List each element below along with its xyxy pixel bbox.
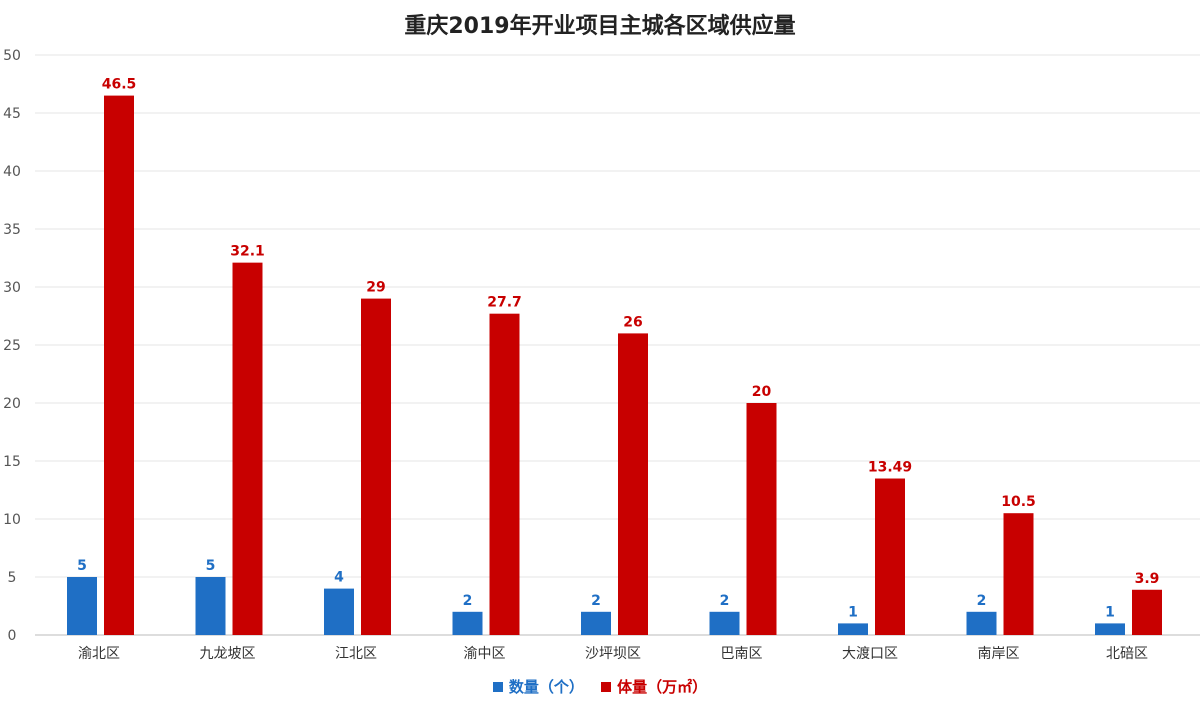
y-tick-label: 40 <box>3 164 21 180</box>
bar-volume <box>104 95 134 636</box>
data-label-volume: 27.7 <box>487 295 522 311</box>
y-tick-label: 50 <box>3 48 21 64</box>
legend-item-volume: 体量（万㎡） <box>601 676 707 697</box>
y-tick-label: 20 <box>3 396 21 412</box>
x-tick-label: 大渡口区 <box>842 646 898 662</box>
x-tick-label: 南岸区 <box>978 646 1020 662</box>
x-tick-label: 渝中区 <box>464 646 506 662</box>
data-label-count: 2 <box>463 593 473 609</box>
bar-count <box>452 611 483 635</box>
bar-volume <box>875 478 905 635</box>
data-label-count: 2 <box>720 593 730 609</box>
y-tick-label: 25 <box>3 338 21 354</box>
bar-volume <box>489 313 520 635</box>
data-label-count: 2 <box>591 593 601 609</box>
bar-volume <box>1003 513 1034 635</box>
legend-swatch-volume <box>601 681 612 692</box>
bar-volume <box>1132 589 1162 635</box>
y-tick-label: 30 <box>3 280 21 296</box>
legend-label-volume: 体量（万㎡） <box>617 678 708 696</box>
data-label-count: 1 <box>848 604 858 620</box>
x-tick-label: 巴南区 <box>721 646 763 662</box>
data-label-volume: 32.1 <box>230 244 265 260</box>
bar-volume <box>232 262 263 635</box>
bar-count <box>709 611 740 635</box>
y-tick-label: 0 <box>8 628 17 644</box>
data-label-volume: 10.5 <box>1001 494 1036 510</box>
data-label-volume: 46.5 <box>102 77 137 93</box>
x-tick-label: 江北区 <box>335 646 377 662</box>
y-tick-label: 15 <box>3 454 21 470</box>
bar-volume <box>361 298 391 635</box>
bar-count <box>838 623 868 635</box>
data-label-count: 2 <box>977 593 987 609</box>
data-label-volume: 13.49 <box>868 460 912 476</box>
bar-volume <box>618 333 648 635</box>
y-tick-label: 35 <box>3 222 21 238</box>
legend: 数量（个） 体量（万㎡） <box>0 676 1200 697</box>
y-tick-label: 45 <box>3 106 21 122</box>
data-label-count: 1 <box>1105 604 1115 620</box>
bar-volume <box>746 403 777 635</box>
bar-count <box>966 611 997 635</box>
data-label-volume: 26 <box>623 314 642 330</box>
data-label-count: 5 <box>206 558 216 574</box>
x-tick-label: 渝北区 <box>78 646 120 662</box>
data-label-volume: 3.9 <box>1135 571 1160 587</box>
x-tick-label: 沙坪坝区 <box>585 646 641 662</box>
bar-count <box>67 577 97 635</box>
bar-count <box>195 577 226 635</box>
bar-count <box>1095 623 1125 635</box>
data-label-volume: 20 <box>752 384 772 400</box>
data-label-count: 5 <box>77 558 87 574</box>
bar-count <box>581 611 611 635</box>
bar-count <box>324 588 354 635</box>
data-label-count: 4 <box>334 570 344 586</box>
chart-title: 重庆2019年开业项目主城各区域供应量 <box>404 14 796 39</box>
legend-swatch-count <box>492 681 503 692</box>
y-tick-label: 10 <box>3 512 21 528</box>
data-label-volume: 29 <box>366 280 385 296</box>
x-tick-label: 北碚区 <box>1106 646 1148 662</box>
legend-item-count: 数量（个） <box>492 676 584 697</box>
x-tick-label: 九龙坡区 <box>200 646 256 662</box>
legend-label-count: 数量（个） <box>508 678 584 696</box>
y-tick-label: 5 <box>8 570 17 586</box>
